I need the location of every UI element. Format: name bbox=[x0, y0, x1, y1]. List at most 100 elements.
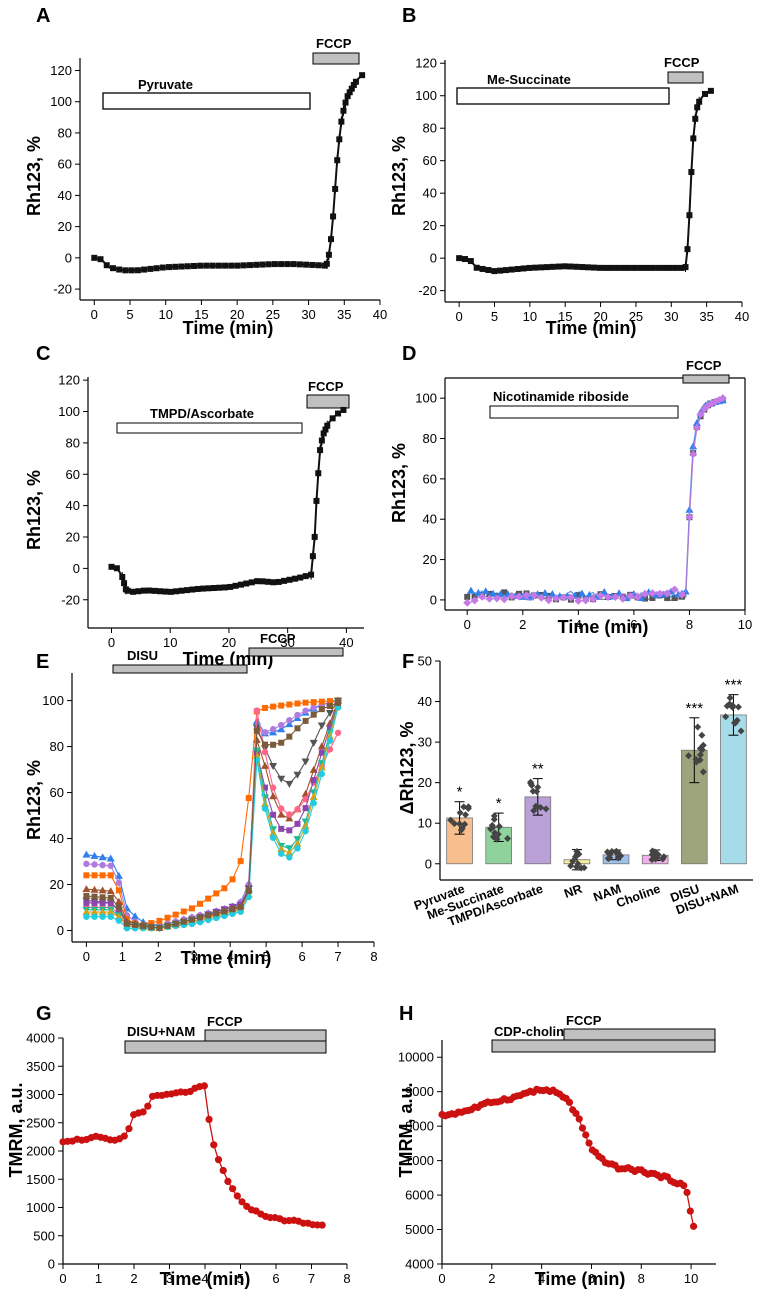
panel-a-ytick-label: 80 bbox=[58, 125, 72, 140]
panel-c-ytick-label: -20 bbox=[61, 592, 80, 607]
panel-a-xtick-label: 40 bbox=[373, 307, 387, 322]
panel-b-data-point bbox=[485, 267, 492, 274]
panel-d-data-point bbox=[463, 598, 472, 607]
panel-e-data-point bbox=[309, 765, 318, 773]
panel-e-data-point bbox=[261, 748, 269, 756]
panel-e-data-point bbox=[91, 861, 98, 868]
panel-e-data-point bbox=[156, 924, 163, 931]
panel-b-data-point bbox=[602, 264, 609, 271]
panel-e-data-point bbox=[91, 913, 98, 920]
panel-e-data-point bbox=[82, 850, 91, 858]
panel-h-data-point bbox=[683, 1188, 691, 1197]
panel-c-data-point bbox=[121, 580, 128, 587]
panel-e-data-point bbox=[318, 770, 326, 778]
panel-b-xtick-label: 0 bbox=[456, 309, 463, 324]
panel-b-data-point bbox=[637, 264, 644, 271]
panel-f-data-point bbox=[456, 820, 464, 828]
panel-f-data-point bbox=[603, 848, 611, 856]
panel-a-data-point bbox=[359, 72, 366, 79]
panel-a-data-point bbox=[134, 267, 141, 274]
panel-e-data-point bbox=[294, 725, 301, 732]
panel-a-data-point bbox=[296, 261, 303, 268]
panel-e-data-point bbox=[115, 917, 123, 924]
panel-e-data-point bbox=[269, 726, 277, 733]
panel-g-data bbox=[59, 1082, 326, 1229]
panel-d-data-point bbox=[696, 410, 705, 419]
panel-c-data-point bbox=[167, 588, 174, 595]
panel-d-series-line bbox=[466, 399, 723, 602]
panel-g-data-point bbox=[120, 1132, 128, 1140]
panel-b-data-point bbox=[682, 264, 689, 271]
panel-e-data-point bbox=[99, 894, 106, 901]
panel-e-xtick-label: 2 bbox=[155, 949, 162, 964]
panel-b-xtick-label: 5 bbox=[491, 309, 498, 324]
panel-d-data-point bbox=[692, 423, 701, 432]
panel-c-data-point bbox=[248, 579, 255, 586]
panel-g-data-point bbox=[318, 1221, 326, 1229]
panel-d-ytick-label: 0 bbox=[430, 592, 437, 607]
panel-e-series-line bbox=[86, 702, 339, 929]
panel-e-data-point bbox=[286, 811, 293, 818]
panel-c-data-point bbox=[297, 574, 304, 581]
panel-g-ytick-label: 500 bbox=[33, 1228, 55, 1243]
panel-e-series-line bbox=[86, 700, 339, 927]
panel-g-xtick-label: 4 bbox=[201, 1271, 208, 1286]
panel-c-fccp-label: FCCP bbox=[308, 379, 344, 394]
panel-e-data-point bbox=[180, 908, 187, 915]
panel-e-data-point bbox=[140, 923, 147, 930]
panel-b-xtick-label: 15 bbox=[558, 309, 572, 324]
panel-a-data-point bbox=[172, 263, 179, 270]
panel-a-data-point bbox=[334, 157, 341, 164]
panel-c-xtick-label: 40 bbox=[339, 635, 353, 650]
panel-a-data-point bbox=[344, 93, 351, 100]
panel-b-data-point bbox=[456, 255, 463, 262]
panel-b-data-point bbox=[590, 264, 597, 271]
panel-c-data-point bbox=[194, 585, 201, 592]
panel-d-data-point bbox=[718, 394, 727, 403]
panel-f-data-point bbox=[685, 752, 693, 760]
panel-a-data-point bbox=[153, 265, 160, 272]
panel-f-significance: ** bbox=[532, 761, 544, 778]
panel-h-axes: 4000 5000 6000 7000 8000 9000 10000 0 2 4 6 8 10 bbox=[398, 1040, 716, 1286]
panel-h-data-point bbox=[582, 1131, 590, 1139]
panel-e-data-point bbox=[90, 885, 99, 893]
panel-e-data-point bbox=[253, 707, 261, 714]
panel-c-data-point bbox=[275, 578, 282, 585]
panel-g-ytick-label: 4000 bbox=[26, 1031, 55, 1046]
panel-f-ytick-label: 0 bbox=[425, 856, 432, 871]
panel-e-data-point bbox=[107, 872, 114, 879]
panel-a-pyruvate-bar bbox=[102, 92, 311, 110]
panel-a-data-point bbox=[234, 262, 241, 269]
panel-e-data-point bbox=[123, 920, 130, 927]
panel-h-xlabel: Time (min) bbox=[535, 1269, 626, 1289]
panel-b-ytick-label: 40 bbox=[423, 186, 437, 201]
panel-d-fccp-label: FCCP bbox=[686, 358, 722, 373]
panel-c-data-point bbox=[178, 587, 185, 594]
panel-d-data-point bbox=[648, 589, 657, 598]
panel-b-data-point bbox=[596, 264, 603, 271]
panel-e-series-line bbox=[86, 700, 339, 927]
panel-a-data-point bbox=[336, 136, 343, 143]
panel-a-ytick-label: -20 bbox=[53, 282, 72, 297]
panel-a-data-point bbox=[197, 262, 204, 269]
panel-f-data-point bbox=[694, 723, 702, 731]
panel-f-data-point bbox=[733, 716, 741, 724]
panel-b-data-point bbox=[561, 263, 568, 270]
panel-f-axes: 0 10 20 30 40 50 bbox=[418, 654, 753, 881]
panel-e-data-point bbox=[269, 763, 278, 771]
panel-c-fccp-bar bbox=[306, 394, 350, 409]
panel-e-data-point bbox=[99, 899, 106, 906]
panel-e-data-point bbox=[278, 721, 285, 729]
panel-b-data-point bbox=[672, 264, 679, 271]
panel-b-data-point bbox=[608, 264, 615, 271]
panel-d-nr-bar bbox=[489, 405, 679, 419]
panel-b-data-point bbox=[549, 263, 556, 270]
panel-e-xtick-label: 6 bbox=[298, 949, 305, 964]
panel-h-data-point bbox=[578, 1124, 587, 1132]
panel-h-data-point bbox=[689, 1222, 698, 1230]
panel-c-xtick-label: 10 bbox=[163, 635, 177, 650]
panel-e-data-point bbox=[114, 897, 123, 905]
panel-f-data-point bbox=[722, 713, 730, 721]
panel-c-data-point bbox=[329, 415, 336, 422]
panel-e-data-point bbox=[83, 860, 90, 868]
